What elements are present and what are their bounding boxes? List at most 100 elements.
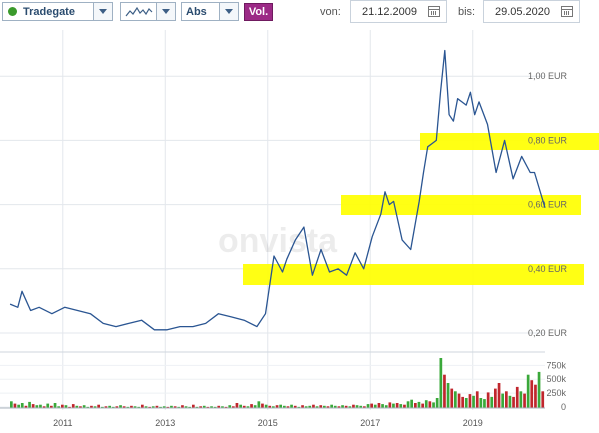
volume-tick-label: 500k xyxy=(546,374,566,384)
price-line xyxy=(9,49,546,331)
price-tick-label: 0,60 EUR xyxy=(528,200,568,210)
volume-bar xyxy=(370,403,373,408)
volume-bar xyxy=(512,396,515,408)
volume-bar xyxy=(304,406,308,408)
exchange-select[interactable]: Tradegate xyxy=(2,2,113,21)
volume-bar xyxy=(210,406,213,408)
volume-bar xyxy=(151,406,155,408)
year-tick-label: 2017 xyxy=(360,418,380,428)
volume-bar xyxy=(290,404,293,408)
volume-bar xyxy=(508,395,512,408)
chevron-down-icon[interactable] xyxy=(93,3,112,20)
volume-bar xyxy=(377,403,381,408)
chart-grid xyxy=(0,30,545,410)
volume-bar xyxy=(228,405,232,408)
price-tick-label: 0,40 EUR xyxy=(528,264,568,274)
volume-bar xyxy=(17,404,20,408)
volume-bar xyxy=(162,406,166,408)
volume-bar xyxy=(446,383,450,408)
volume-bar xyxy=(235,403,239,408)
volume-bar xyxy=(355,405,359,408)
chevron-down-icon[interactable] xyxy=(156,3,175,20)
volume-bar xyxy=(221,406,224,408)
volume-axis: 750k 500k 250k 0 xyxy=(546,360,566,412)
volume-bar xyxy=(428,401,432,408)
volume-bar xyxy=(454,391,457,408)
volume-bars xyxy=(0,358,545,409)
volume-bar xyxy=(450,388,454,408)
volume-tick-label: 0 xyxy=(561,402,566,412)
volume-bar xyxy=(344,405,348,408)
volume-bar xyxy=(104,406,108,408)
volume-bar xyxy=(475,391,479,408)
volume-bar xyxy=(497,383,501,408)
volume-bar xyxy=(253,405,257,408)
volume-bar xyxy=(319,405,323,408)
to-date-label: bis: xyxy=(458,6,476,18)
volume-bar xyxy=(122,406,126,408)
volume-bar xyxy=(461,396,464,408)
volume-bar xyxy=(159,406,162,408)
volume-bar xyxy=(279,404,282,408)
volume-bar xyxy=(293,405,297,408)
from-date-label: von: xyxy=(320,6,341,18)
volume-bar xyxy=(224,406,228,408)
volume-bar xyxy=(264,404,268,408)
volume-bar xyxy=(217,405,221,408)
volume-bar xyxy=(61,404,64,408)
scale-select[interactable]: Abs xyxy=(181,2,239,21)
volume-bar xyxy=(366,404,370,408)
calendar-icon[interactable] xyxy=(561,6,573,17)
volume-bar xyxy=(333,405,337,408)
exchange-select-value: Tradegate xyxy=(23,5,75,18)
volume-toggle-button[interactable]: Vol. xyxy=(244,3,273,21)
volume-bar xyxy=(166,406,170,408)
volume-bar xyxy=(541,391,545,408)
volume-bar xyxy=(170,405,173,408)
volume-bar xyxy=(202,405,206,408)
highlight-band-060 xyxy=(341,195,581,215)
volume-bar xyxy=(359,405,363,408)
highlight-band-080 xyxy=(420,133,599,150)
volume-bar xyxy=(417,401,421,408)
volume-tick-label: 750k xyxy=(546,360,566,370)
calendar-icon[interactable] xyxy=(428,6,440,17)
volume-bar xyxy=(137,406,141,408)
volume-bar xyxy=(406,401,410,408)
time-axis: 2011 2013 2015 2017 2019 xyxy=(53,418,483,428)
volume-bar xyxy=(86,406,90,408)
volume-bar xyxy=(348,406,352,408)
volume-bar xyxy=(173,406,177,408)
volume-bar xyxy=(457,393,461,408)
volume-bar xyxy=(206,406,210,408)
volume-bar xyxy=(275,405,279,408)
volume-bar xyxy=(42,406,46,408)
volume-bar xyxy=(519,391,523,408)
volume-bar xyxy=(363,406,366,408)
volume-bar xyxy=(213,406,217,408)
from-date-input[interactable]: 21.12.2009 xyxy=(350,0,447,23)
volume-bar xyxy=(501,393,504,408)
volume-bar xyxy=(421,403,424,408)
volume-bar xyxy=(75,405,79,408)
volume-bar xyxy=(261,403,264,408)
chart-type-select[interactable] xyxy=(120,2,176,21)
volume-bar xyxy=(53,403,57,408)
to-date-input[interactable]: 29.05.2020 xyxy=(483,0,580,23)
price-tick-label: 0,20 EUR xyxy=(528,328,568,338)
volume-bar xyxy=(301,405,304,408)
volume-bar xyxy=(24,405,28,408)
volume-bar xyxy=(330,404,333,408)
volume-tick-label: 250k xyxy=(546,388,566,398)
volume-bar xyxy=(323,405,326,408)
volume-bar xyxy=(352,404,355,408)
volume-bar xyxy=(381,404,384,408)
volume-bar xyxy=(184,406,188,408)
chevron-down-icon[interactable] xyxy=(219,3,238,20)
volume-bar xyxy=(246,406,250,408)
volume-bar xyxy=(133,406,137,408)
volume-bar xyxy=(39,404,42,408)
volume-bar xyxy=(250,404,253,408)
volume-bar xyxy=(326,406,330,408)
